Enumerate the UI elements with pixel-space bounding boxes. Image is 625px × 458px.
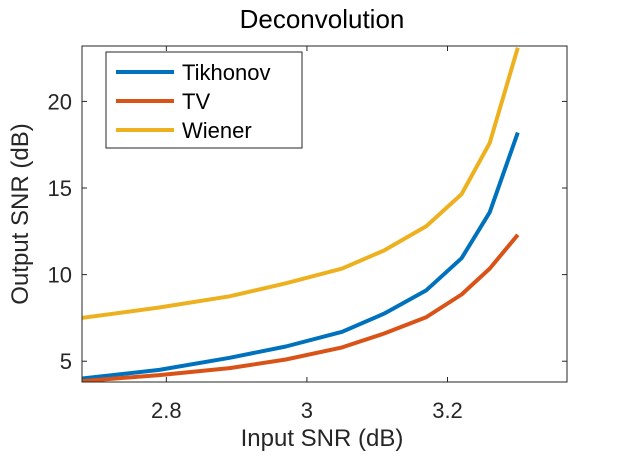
x-axis-label: Input SNR (dB) bbox=[241, 425, 404, 452]
y-tick-label: 20 bbox=[48, 89, 72, 114]
y-tick-label: 5 bbox=[60, 349, 72, 374]
series-line-wiener bbox=[82, 47, 520, 320]
y-tick-label: 10 bbox=[48, 263, 72, 288]
axis-ticks: 2.8 3 3.2 5 10 15 20 bbox=[48, 46, 567, 423]
series-line-tikhonov bbox=[82, 131, 520, 381]
series-lines bbox=[82, 47, 520, 382]
x-tick-label: 3 bbox=[301, 398, 313, 423]
legend-label-wiener: Wiener bbox=[182, 118, 252, 143]
legend-label-tv: TV bbox=[182, 89, 210, 114]
series-line-tv bbox=[82, 233, 520, 382]
x-tick-label: 2.8 bbox=[151, 398, 182, 423]
legend: Tikhonov TV Wiener bbox=[105, 51, 303, 149]
axes-box bbox=[81, 45, 568, 383]
y-axis-label: Output SNR (dB) bbox=[7, 123, 34, 304]
x-tick-label: 3.2 bbox=[432, 398, 463, 423]
chart-title: Deconvolution bbox=[240, 4, 405, 34]
legend-label-tikhonov: Tikhonov bbox=[182, 60, 270, 85]
y-tick-label: 15 bbox=[48, 176, 72, 201]
